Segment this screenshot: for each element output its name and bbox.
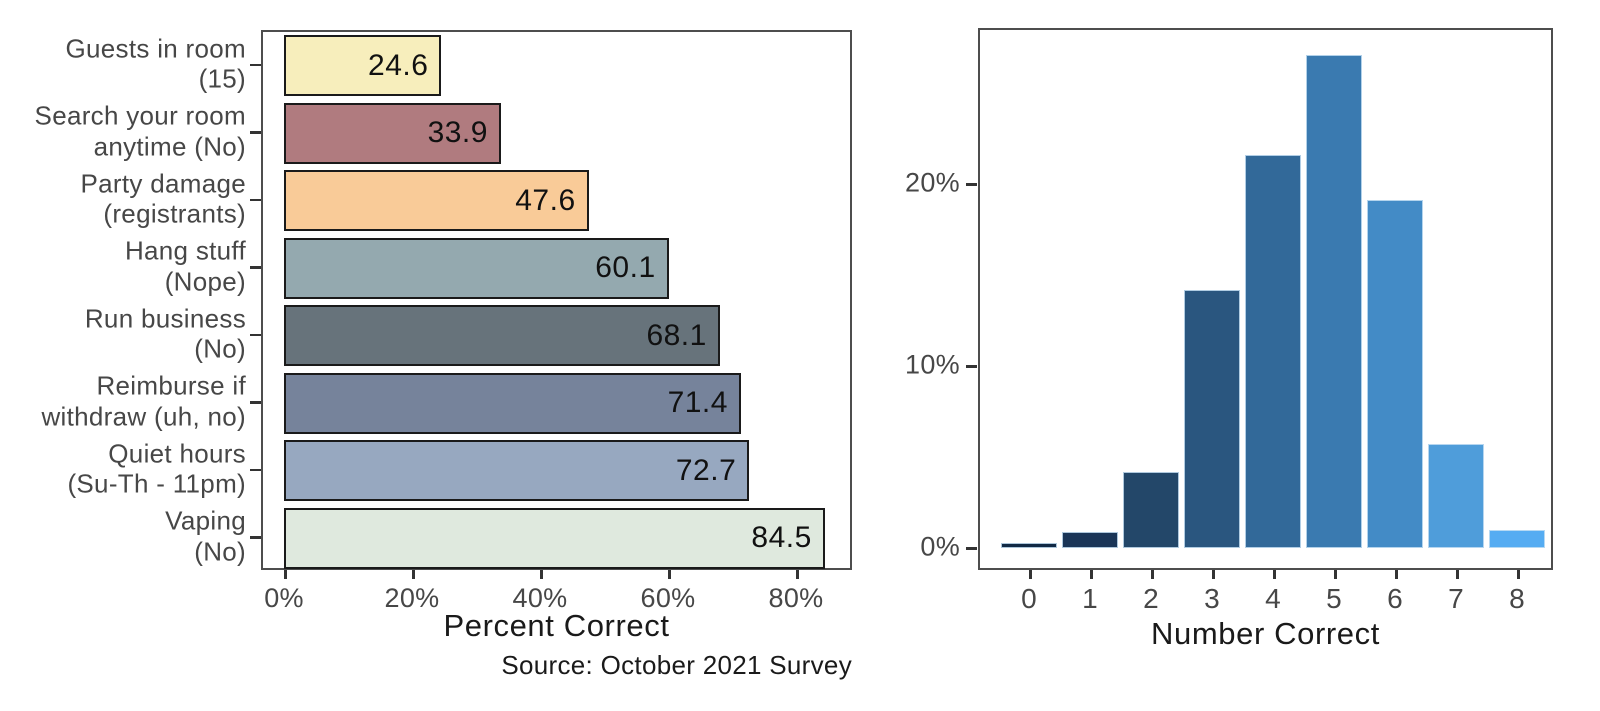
x-tick (1090, 570, 1093, 579)
bar-value-label: 71.4 (667, 386, 728, 420)
x-tick (1334, 570, 1337, 579)
bar-7: 84.5 (284, 507, 825, 569)
bar-value-label: 60.1 (595, 251, 656, 285)
x-tick-label: 20% (384, 583, 440, 613)
category-tick (250, 536, 261, 539)
x-tick (284, 570, 287, 579)
category-label-1: Search your room anytime (No) (34, 100, 246, 162)
x-tick-label: 5 (1326, 583, 1342, 614)
x-tick-label: 0 (1021, 583, 1037, 614)
x-tick (1151, 570, 1154, 579)
x-tick (1212, 570, 1215, 579)
category-tick (250, 266, 261, 269)
category-label-7: Vaping (No) (165, 505, 246, 567)
x-tick (796, 570, 799, 579)
category-label-6: Quiet hours (Su-Th - 11pm) (67, 438, 246, 499)
category-tick (250, 468, 261, 472)
y-tick (966, 365, 977, 368)
y-tick (966, 547, 977, 550)
x-tick-label: 7 (1448, 583, 1464, 614)
category-label-5: Reimburse if withdraw (uh, no) (41, 370, 246, 432)
x-tick-label: 40% (512, 583, 568, 613)
bar-8 (1489, 529, 1545, 548)
x-tick-label: 60% (640, 583, 696, 613)
bar-3: 60.1 (284, 237, 669, 299)
category-tick (250, 401, 261, 404)
x-tick (668, 570, 671, 579)
x-tick (1395, 570, 1398, 579)
category-tick (250, 333, 261, 337)
bar-0 (1001, 542, 1057, 548)
right-chart-panel (978, 28, 1553, 570)
bar-1: 33.9 (284, 102, 501, 164)
category-label-0: Guests in room (15) (65, 33, 246, 94)
x-tick (412, 570, 415, 579)
right-chart-x-axis-title: Number Correct (1151, 616, 1380, 651)
x-tick-label: 6 (1387, 583, 1403, 614)
left-chart-category-axis: Guests in room (15) Search your room anyt… (0, 30, 246, 570)
category-label-2: Party damage (registrants) (80, 168, 246, 229)
x-tick (1456, 570, 1459, 579)
y-tick-label: 20% (905, 167, 960, 198)
bar-5: 71.4 (284, 372, 741, 434)
y-tick (966, 183, 977, 186)
x-tick (540, 570, 543, 579)
bar-3 (1184, 289, 1240, 548)
category-label-4: Run business (No) (84, 303, 246, 364)
x-tick-label: 4 (1265, 583, 1281, 614)
x-tick-label: 1 (1082, 583, 1098, 614)
bar-6 (1367, 200, 1423, 548)
x-tick-label: 80% (768, 583, 824, 613)
x-tick-label: 8 (1509, 583, 1525, 614)
bar-2: 47.6 (284, 170, 589, 232)
category-label-3: Hang stuff (Nope) (124, 235, 246, 297)
x-tick (1029, 570, 1032, 579)
bar-6: 72.7 (284, 440, 750, 502)
x-tick-label: 0% (264, 583, 304, 613)
bar-4: 68.1 (284, 305, 720, 367)
x-tick-label: 3 (1204, 583, 1220, 614)
x-tick (1273, 570, 1276, 579)
bar-value-label: 33.9 (427, 116, 488, 150)
bar-value-label: 24.6 (368, 48, 429, 82)
bar-4 (1245, 154, 1301, 548)
bar-1 (1062, 531, 1118, 548)
bar-value-label: 84.5 (751, 521, 812, 555)
category-tick (250, 198, 261, 202)
x-tick (1517, 570, 1520, 579)
y-tick-label: 10% (905, 349, 960, 380)
category-tick (250, 63, 261, 67)
left-chart-x-axis-title: Percent Correct (443, 608, 670, 643)
bar-0: 24.6 (284, 35, 442, 97)
source-caption: Source: October 2021 Survey (501, 650, 852, 680)
bar-value-label: 72.7 (675, 453, 737, 487)
category-tick (250, 131, 261, 134)
bar-5 (1306, 54, 1362, 548)
bar-value-label: 47.6 (515, 183, 576, 217)
bar-value-label: 68.1 (646, 318, 707, 352)
bar-2 (1123, 471, 1179, 548)
left-chart-panel: 24.6 33.9 47.6 60.1 68.1 71.4 72.7 84.5 (261, 30, 852, 570)
x-tick-label: 2 (1143, 583, 1159, 614)
bar-7 (1428, 444, 1484, 548)
y-tick-label: 0% (920, 531, 960, 562)
